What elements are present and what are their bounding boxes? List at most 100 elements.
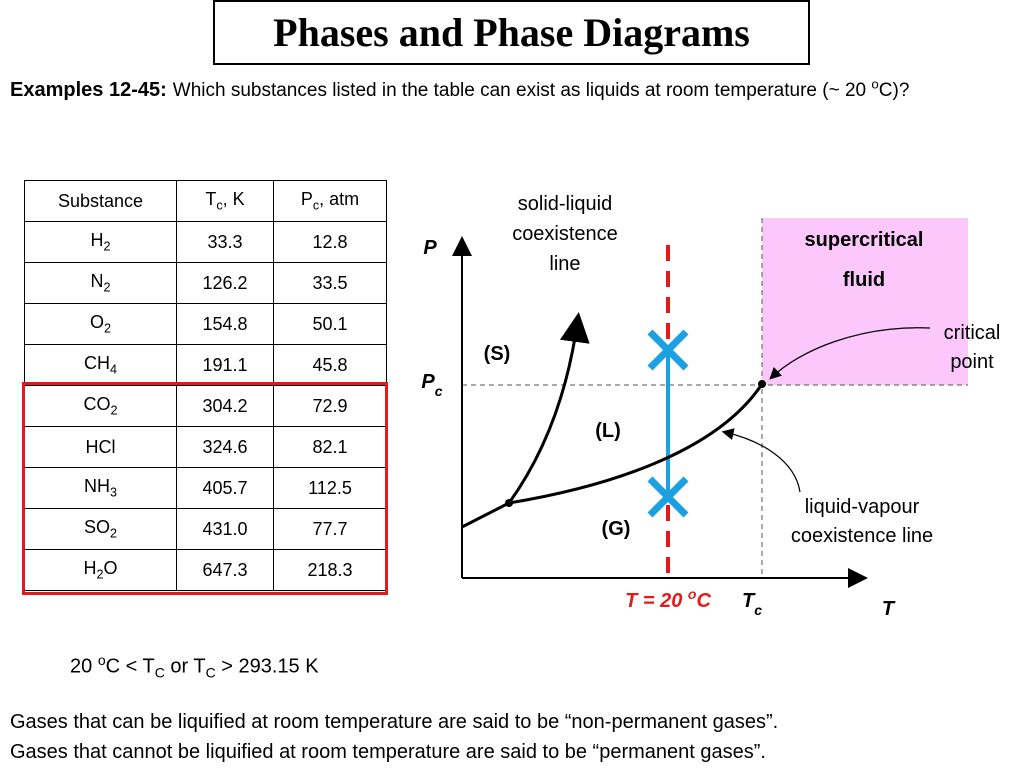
highlight-box <box>22 382 388 595</box>
triple-dot <box>505 499 513 507</box>
diagram-label: liquid-vapour <box>805 496 920 518</box>
table-cell: 33.5 <box>273 262 387 304</box>
supercritical-region <box>762 218 968 385</box>
text-segment: 2 <box>110 526 118 541</box>
condition: 20 oC < TC or TC > 293.15 K <box>70 652 319 681</box>
text-segment: T = 20 <box>625 590 688 612</box>
text-segment: T <box>205 189 217 210</box>
table-cell: 154.8 <box>176 303 274 345</box>
header-cell: Pc, atm <box>273 180 387 222</box>
diagram-label: supercritical <box>805 229 924 251</box>
diagram-label: T = 20 oC <box>625 586 711 612</box>
text-segment: T <box>742 590 756 612</box>
text-segment: T <box>882 598 896 620</box>
table-row: H2 33.3 12.8 <box>24 221 387 263</box>
table-cell: N2 <box>24 262 177 304</box>
text-segment: Substance <box>57 190 144 211</box>
text-segment: P <box>300 189 313 210</box>
table-cell: 45.8 <box>273 344 387 386</box>
table-cell: NH3 <box>24 467 177 509</box>
pointer <box>721 428 801 493</box>
footer-line: Gases that can be liquified at room temp… <box>10 711 779 733</box>
question-label: Examples 12-45: <box>10 79 167 102</box>
text-segment: CO <box>83 394 111 415</box>
text-segment: O <box>103 558 118 579</box>
diagram-label: fluid <box>843 269 885 291</box>
text-segment: HCl <box>85 436 116 457</box>
table-cell: HCl <box>24 426 177 468</box>
text-segment: C <box>205 664 216 681</box>
text-segment: P <box>423 237 437 259</box>
fusion-curve <box>507 312 590 504</box>
diagram-label: coexistence line <box>791 525 933 547</box>
table-row: SO2 431.0 77.7 <box>24 508 387 550</box>
diagram-label: line <box>549 253 580 275</box>
text-segment: O <box>89 312 104 333</box>
text-segment: NH <box>83 476 110 497</box>
text-segment: N <box>90 271 104 292</box>
substance-table: Substance Tc, K Pc, atm H2 33.3 12.8 N2 126.2 33… <box>24 180 387 591</box>
diagram-label: solid-liquid <box>518 193 613 215</box>
table-cell: 431.0 <box>176 508 274 550</box>
table-cell: 82.1 <box>273 426 387 468</box>
text-segment: o <box>871 77 879 92</box>
table-row: H2O 647.3 218.3 <box>24 549 387 591</box>
text-segment: C)? <box>878 80 910 102</box>
table-cell: CH4 <box>24 344 177 386</box>
table-cell: 218.3 <box>273 549 387 591</box>
footer-line: Gases that cannot be liquified at room t… <box>10 741 766 763</box>
table-row: N2 126.2 33.5 <box>24 262 387 304</box>
table-cell: O2 <box>24 303 177 345</box>
text-segment: c <box>435 383 443 399</box>
header-cell: Tc, K <box>176 180 274 222</box>
table-cell: H2 <box>24 221 177 263</box>
text-segment: or T <box>164 655 206 678</box>
diagram-label: T <box>882 598 896 620</box>
table-row: O2 154.8 50.1 <box>24 303 387 345</box>
table-cell: H2O <box>24 549 177 591</box>
text-segment: , K <box>222 189 245 210</box>
text-segment: 3 <box>109 485 117 500</box>
question: Examples 12-45: Which substances listed i… <box>10 70 910 105</box>
text-segment: 20 <box>70 655 98 678</box>
text-segment: P <box>421 371 435 393</box>
text-segment: CH <box>83 353 110 374</box>
diagram-label: coexistence <box>512 223 618 245</box>
table-cell: 72.9 <box>273 385 387 427</box>
diagram-label: P <box>423 237 437 259</box>
diagram-label: Pc <box>421 371 442 399</box>
x-marker <box>647 476 689 518</box>
text-segment: 2 <box>110 403 118 418</box>
pointer <box>769 327 931 380</box>
diagram-label: (L) <box>595 420 621 442</box>
text-segment: C <box>154 664 165 681</box>
title: Phases and Phase Diagrams <box>213 0 810 65</box>
text-segment: 4 <box>109 362 117 377</box>
table-cell: 304.2 <box>176 385 274 427</box>
text-segment: , atm <box>319 189 360 210</box>
header-row: Substance Tc, K Pc, atm <box>24 180 387 222</box>
text-segment: 2 <box>103 239 111 254</box>
vapour-curve <box>461 383 764 529</box>
table-cell: 126.2 <box>176 262 274 304</box>
table-cell: 12.8 <box>273 221 387 263</box>
table-cell: 33.3 <box>176 221 274 263</box>
table-cell: 191.1 <box>176 344 274 386</box>
text-segment: 2 <box>96 567 104 582</box>
text-segment: Which substances listed in the table can… <box>172 80 872 102</box>
footer: Gases that can be liquified at room temp… <box>10 707 778 767</box>
critical-dot <box>758 380 766 388</box>
diagram-label: (S) <box>484 343 511 365</box>
text-segment: c <box>312 198 320 213</box>
text-segment: > 293.15 K <box>215 655 319 678</box>
diagram-label: point <box>950 351 994 373</box>
text-segment: C < T <box>105 655 155 678</box>
table-row: CH4 191.1 45.8 <box>24 344 387 386</box>
text-segment: c <box>216 198 223 213</box>
header-cell: Substance <box>24 180 177 222</box>
text-segment: H <box>83 558 97 579</box>
text-segment: o <box>688 586 697 602</box>
table-cell: 405.7 <box>176 467 274 509</box>
diagram-label: Tc <box>742 590 762 618</box>
